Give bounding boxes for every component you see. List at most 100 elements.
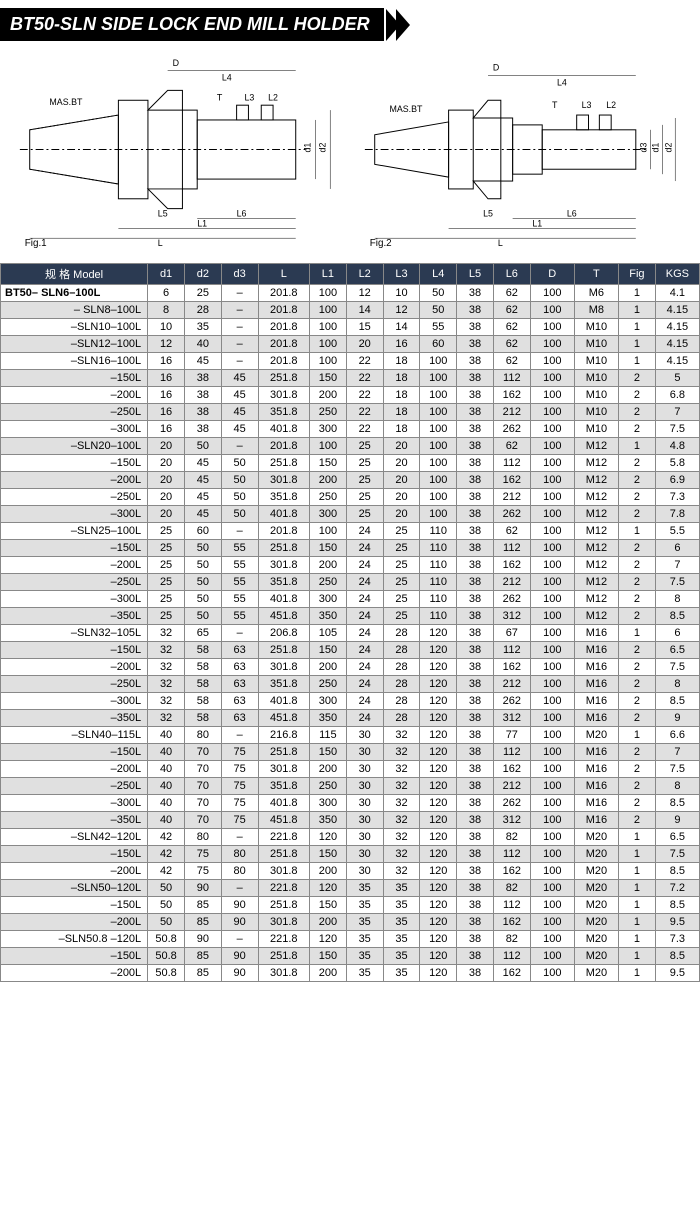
- data-cell: 80: [184, 829, 221, 846]
- model-cell: –SLN16–100L: [1, 353, 148, 370]
- data-cell: 2: [618, 506, 655, 523]
- data-cell: 401.8: [258, 421, 310, 438]
- data-cell: 1: [618, 302, 655, 319]
- model-cell: –200L: [1, 387, 148, 404]
- data-cell: 12: [383, 302, 420, 319]
- data-cell: 70: [184, 795, 221, 812]
- data-cell: 30: [346, 829, 383, 846]
- data-cell: 451.8: [258, 608, 310, 625]
- data-cell: 350: [310, 812, 347, 829]
- data-cell: 201.8: [258, 353, 310, 370]
- data-cell: M20: [574, 965, 618, 982]
- data-cell: 24: [346, 710, 383, 727]
- data-cell: 2: [618, 455, 655, 472]
- data-cell: 7.8: [655, 506, 699, 523]
- data-cell: 12: [346, 285, 383, 302]
- data-cell: 38: [457, 948, 494, 965]
- data-cell: 112: [493, 540, 530, 557]
- data-cell: 7: [655, 404, 699, 421]
- data-cell: 2: [618, 608, 655, 625]
- data-cell: 75: [221, 744, 258, 761]
- data-cell: 85: [184, 897, 221, 914]
- data-cell: 38: [457, 625, 494, 642]
- data-cell: 90: [221, 948, 258, 965]
- data-cell: 8.5: [655, 948, 699, 965]
- data-cell: 1: [618, 846, 655, 863]
- data-cell: 120: [420, 693, 457, 710]
- data-cell: 150: [310, 948, 347, 965]
- data-cell: 30: [346, 778, 383, 795]
- table-row: –SLN20–100L2050–201.810025201003862100M1…: [1, 438, 700, 455]
- data-cell: 38: [457, 319, 494, 336]
- figure-1-svg: MAS.BT D L4 T L3 L2 L5 L6 L1 L d1 d2 Fig…: [10, 51, 345, 248]
- data-cell: M16: [574, 625, 618, 642]
- table-header-cell: 规 格 Model: [1, 264, 148, 285]
- model-cell: –SLN50–120L: [1, 880, 148, 897]
- data-cell: 25: [383, 591, 420, 608]
- data-cell: M12: [574, 506, 618, 523]
- data-cell: 65: [184, 625, 221, 642]
- data-cell: 20: [383, 455, 420, 472]
- data-cell: 38: [457, 540, 494, 557]
- data-cell: M20: [574, 727, 618, 744]
- data-cell: 200: [310, 914, 347, 931]
- model-cell: –250L: [1, 778, 148, 795]
- data-cell: 150: [310, 455, 347, 472]
- data-cell: 25: [346, 489, 383, 506]
- data-cell: 70: [184, 778, 221, 795]
- data-cell: 32: [383, 829, 420, 846]
- data-cell: 110: [420, 574, 457, 591]
- data-cell: 38: [457, 659, 494, 676]
- dim-L6: L6: [237, 209, 247, 219]
- data-cell: 50.8: [148, 948, 185, 965]
- data-cell: 25: [148, 523, 185, 540]
- data-cell: 351.8: [258, 489, 310, 506]
- data-cell: M16: [574, 778, 618, 795]
- data-cell: 25: [148, 608, 185, 625]
- data-cell: 150: [310, 744, 347, 761]
- data-cell: 201.8: [258, 523, 310, 540]
- data-cell: M16: [574, 744, 618, 761]
- table-row: –300L255055401.8300242511038262100M1228: [1, 591, 700, 608]
- data-cell: 150: [310, 540, 347, 557]
- data-cell: 75: [184, 846, 221, 863]
- data-cell: 451.8: [258, 710, 310, 727]
- data-cell: 401.8: [258, 506, 310, 523]
- data-cell: 80: [221, 863, 258, 880]
- dim-d1-2: d1: [650, 143, 660, 153]
- data-cell: 115: [310, 727, 347, 744]
- data-cell: 1: [618, 438, 655, 455]
- data-cell: 24: [346, 591, 383, 608]
- data-cell: 58: [184, 693, 221, 710]
- data-cell: 18: [383, 421, 420, 438]
- data-cell: 1: [618, 863, 655, 880]
- data-cell: 100: [310, 438, 347, 455]
- figure-2-svg: MAS.BT D L4 T L3 L2 L5 L6 L1 L d3 d1 d2 …: [355, 51, 690, 248]
- table-row: –150L204550251.8150252010038112100M1225.…: [1, 455, 700, 472]
- data-cell: 35: [346, 914, 383, 931]
- data-cell: M6: [574, 285, 618, 302]
- data-cell: 401.8: [258, 591, 310, 608]
- data-cell: 312: [493, 812, 530, 829]
- table-header-cell: L5: [457, 264, 494, 285]
- data-cell: 25: [383, 540, 420, 557]
- data-cell: 120: [420, 778, 457, 795]
- model-cell: –SLN25–100L: [1, 523, 148, 540]
- data-cell: 63: [221, 642, 258, 659]
- model-cell: –SLN20–100L: [1, 438, 148, 455]
- data-cell: 120: [310, 931, 347, 948]
- data-cell: 100: [530, 608, 574, 625]
- data-cell: 35: [383, 965, 420, 982]
- data-cell: 25: [383, 523, 420, 540]
- data-cell: 100: [530, 880, 574, 897]
- data-cell: 301.8: [258, 472, 310, 489]
- model-cell: –SLN50.8 –120L: [1, 931, 148, 948]
- data-cell: –: [221, 523, 258, 540]
- figure-1: MAS.BT D L4 T L3 L2 L5 L6 L1 L d1 d2 Fig…: [10, 51, 345, 253]
- data-cell: 30: [346, 846, 383, 863]
- data-cell: 262: [493, 506, 530, 523]
- data-cell: 262: [493, 795, 530, 812]
- data-cell: 1: [618, 897, 655, 914]
- data-cell: 7.3: [655, 931, 699, 948]
- model-cell: –150L: [1, 846, 148, 863]
